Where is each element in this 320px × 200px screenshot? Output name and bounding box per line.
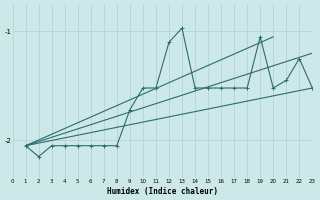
X-axis label: Humidex (Indice chaleur): Humidex (Indice chaleur): [107, 187, 218, 196]
